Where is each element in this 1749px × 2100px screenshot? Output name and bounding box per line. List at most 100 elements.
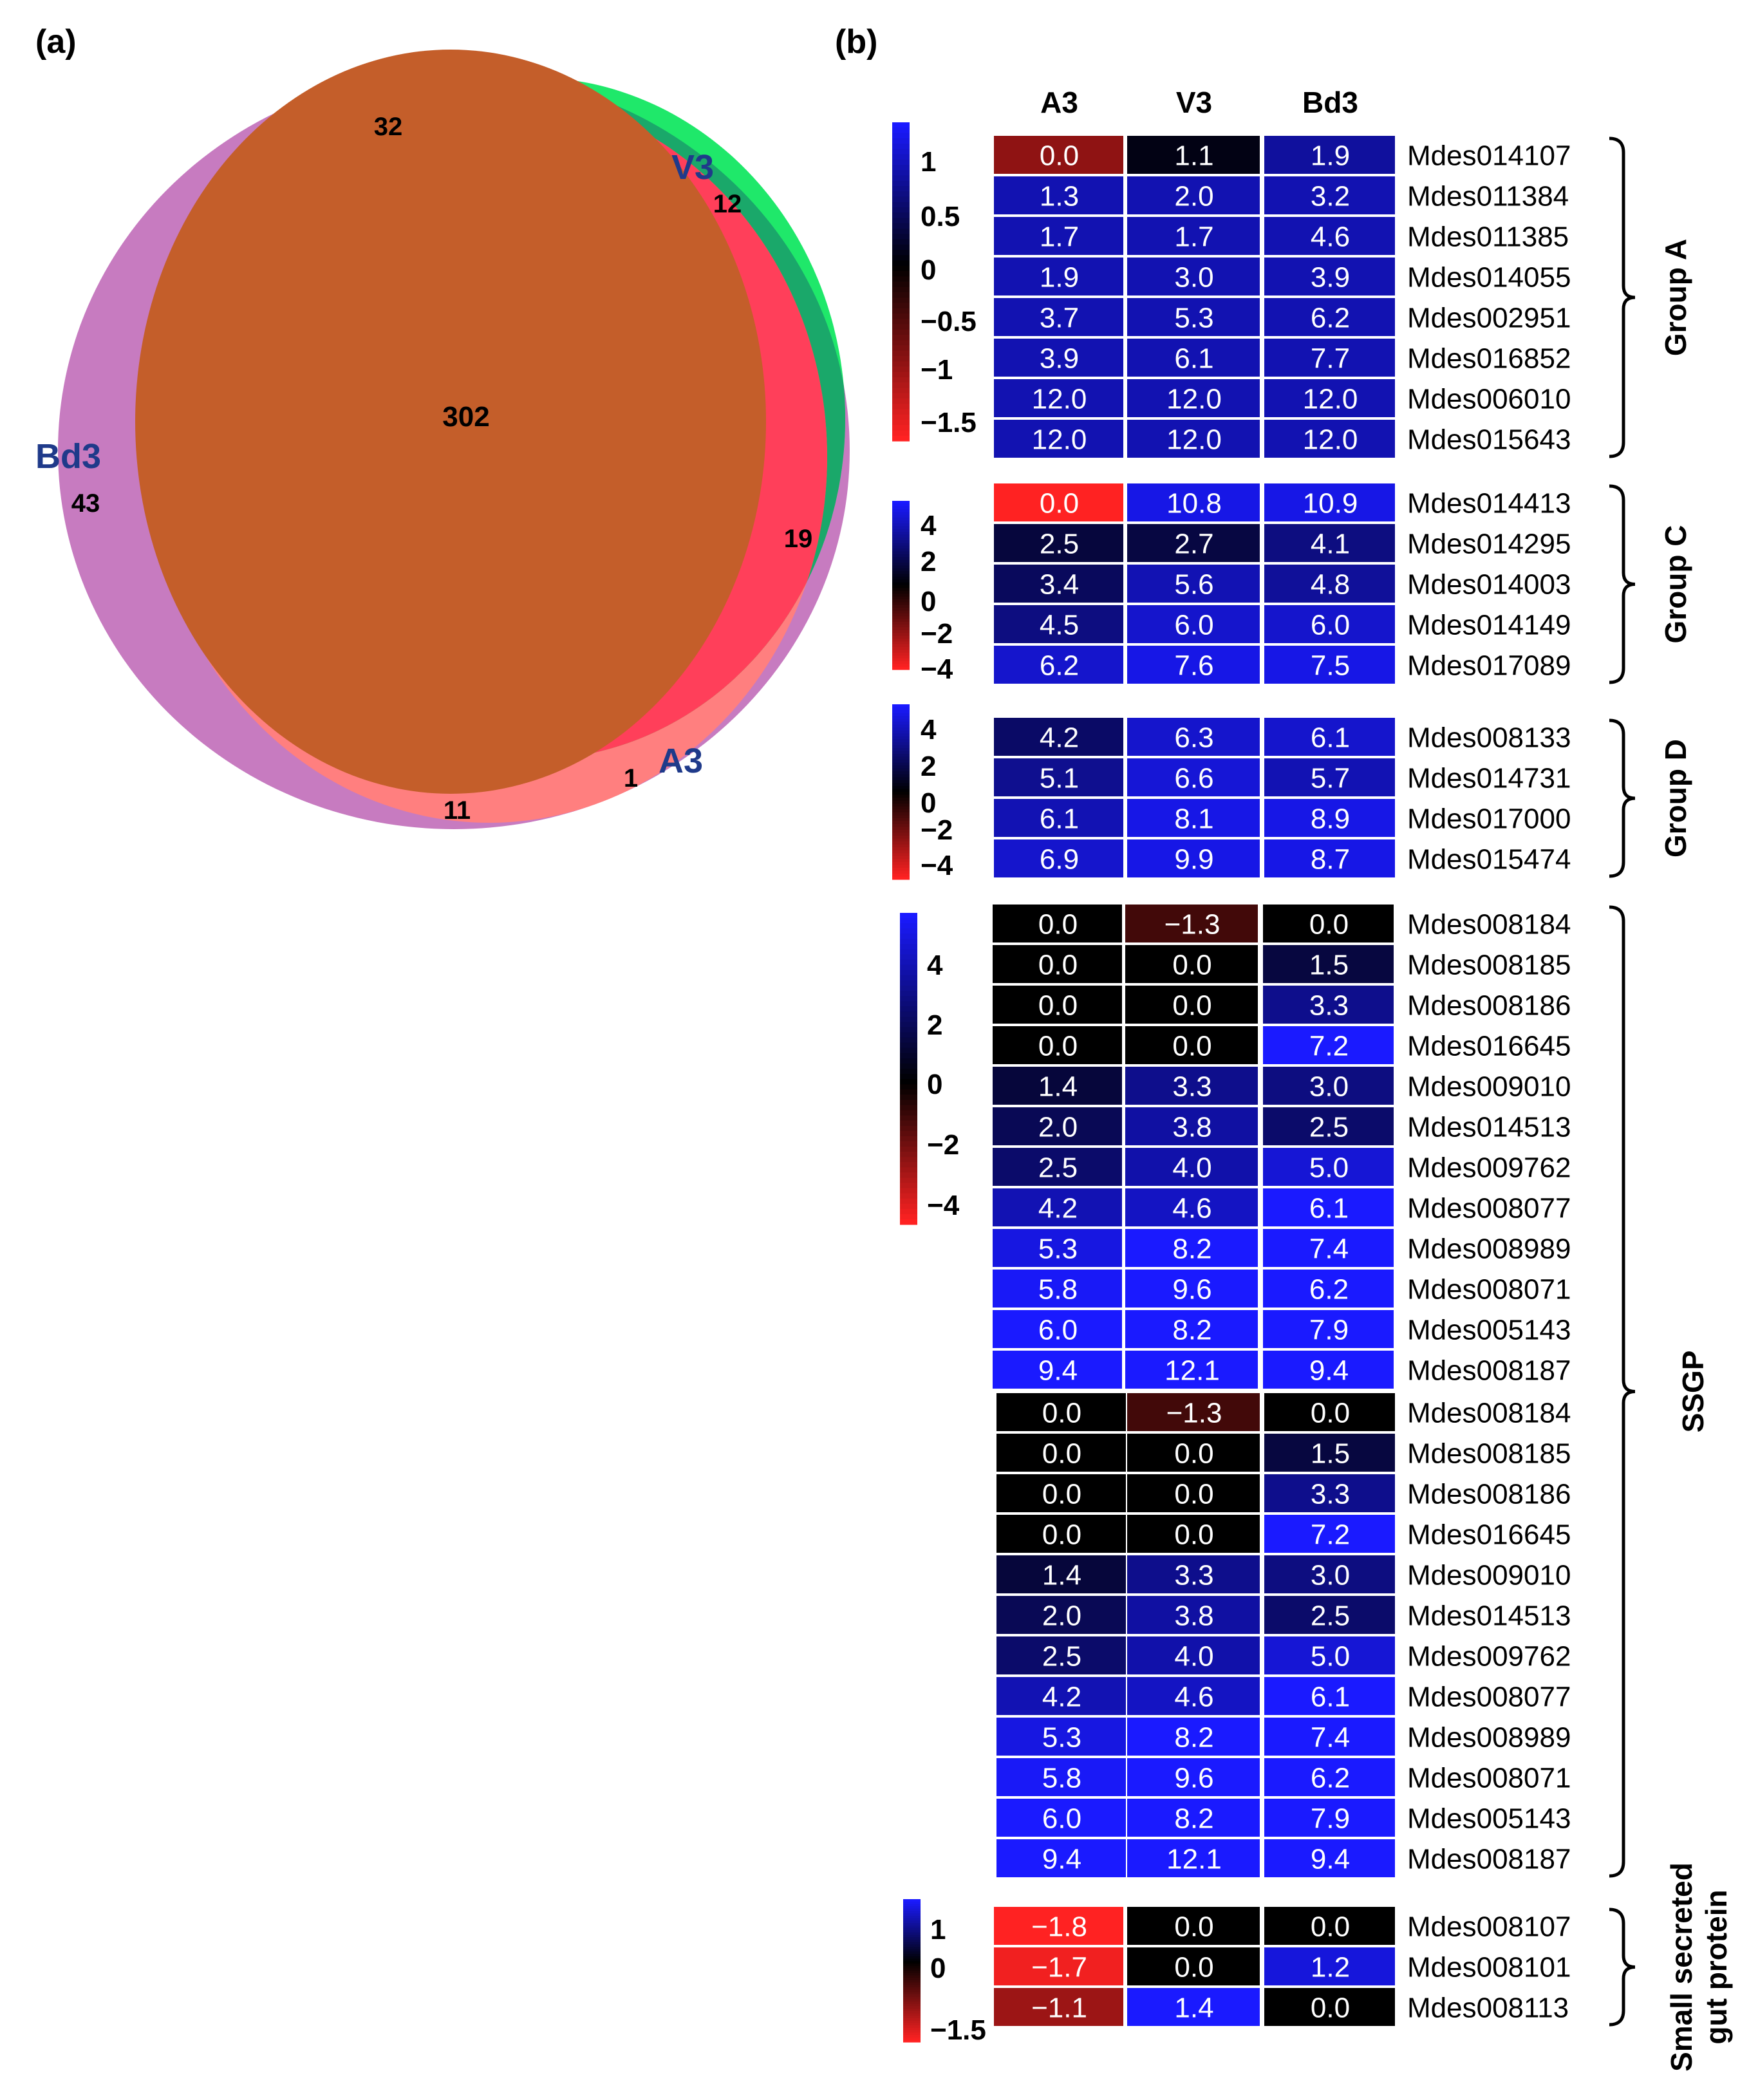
heatmap-cell	[1126, 838, 1261, 879]
heatmap-cell	[1263, 717, 1396, 757]
heatmap-row-label: Mdes017000	[1407, 803, 1571, 835]
heatmap-column-header: Bd3	[1302, 86, 1358, 119]
heatmap-cell-value: 10.9	[1303, 488, 1358, 520]
color-scale-stripe	[903, 1963, 921, 1967]
color-scale-stripe	[892, 853, 910, 857]
color-scale-stripe	[892, 122, 910, 128]
color-scale-stripe	[903, 1935, 921, 1938]
heatmap-cell-value: 6.9	[1040, 844, 1079, 876]
heatmap-cell	[1126, 1514, 1261, 1554]
heatmap-cell	[991, 1228, 1123, 1268]
heatmap-cell-value: −1.7	[1031, 1952, 1087, 1983]
color-scale-stripe	[892, 800, 910, 804]
heatmap-cell-value: 0.0	[1174, 1519, 1213, 1551]
heatmap-group-label-line: Group A	[1659, 239, 1692, 356]
heatmap-cell-value: 6.0	[1311, 610, 1350, 641]
color-scale-stripe	[900, 1125, 917, 1132]
heatmap-cell-value: 6.2	[1040, 650, 1079, 682]
heatmap-cell	[1263, 838, 1396, 879]
color-scale-stripe	[903, 1947, 921, 1950]
color-scale-stripe	[892, 170, 910, 176]
color-scale-stripe	[892, 571, 910, 575]
color-scale-stripe	[892, 616, 910, 619]
color-scale-tick-label: −2	[921, 618, 953, 650]
color-scale-stripe	[892, 314, 910, 319]
color-scale-stripe	[892, 329, 910, 335]
color-scale-stripe	[892, 393, 910, 399]
heatmap-group-label-line: Group C	[1659, 525, 1692, 644]
heatmap-cell-value: 0.0	[1042, 1438, 1081, 1470]
heatmap-row-label: Mdes014149	[1407, 610, 1571, 641]
heatmap-row-label: Mdes009010	[1407, 1071, 1571, 1103]
color-scale-stripe	[892, 265, 910, 272]
color-scale-stripe	[900, 1042, 917, 1049]
color-scale-stripe	[892, 876, 910, 880]
color-scale-stripe	[892, 594, 910, 597]
color-scale-stripe	[892, 619, 910, 623]
heatmap-cell	[1124, 1187, 1259, 1228]
group-bracket	[1609, 1908, 1636, 2027]
color-scale-stripe	[903, 2003, 921, 2007]
heatmap-cell-value: 12.1	[1166, 1844, 1222, 1875]
heatmap-group-label-line: SSGP	[1676, 1351, 1710, 1433]
heatmap-cell-value: 1.2	[1311, 1952, 1350, 1983]
color-scale-stripe	[903, 1994, 921, 1998]
heatmap-cell-value: 0.0	[1042, 1398, 1081, 1429]
color-scale-stripe	[892, 821, 910, 825]
color-scale-stripe	[903, 1901, 921, 1904]
color-scale-stripe	[900, 1027, 917, 1033]
color-scale-stripe	[892, 760, 910, 764]
heatmap-cell-value: 3.0	[1311, 1560, 1350, 1591]
color-scale-stripe	[892, 605, 910, 608]
heatmap-cell-value: 7.6	[1174, 650, 1213, 682]
heatmap-row-label: Mdes014003	[1407, 569, 1571, 601]
color-scale-stripe	[892, 512, 910, 516]
color-scale-tick-label: 4	[921, 510, 937, 541]
heatmap-cell-value: 1.7	[1174, 221, 1213, 253]
color-scale-stripe	[892, 633, 910, 637]
venn-count-v3-a3: 19	[784, 525, 813, 553]
color-scale-stripe	[892, 602, 910, 606]
heatmap-cell-value: 12.0	[1032, 424, 1087, 456]
heatmap-cell-value: 12.0	[1032, 384, 1087, 415]
color-scale-stripe	[900, 1017, 917, 1022]
color-scale-stripe	[900, 939, 917, 944]
color-scale-tick-label: −4	[927, 1190, 960, 1221]
color-scale-stripe	[903, 1971, 921, 1974]
heatmap-cell	[1263, 1987, 1396, 2027]
heatmap-cell	[1126, 1716, 1261, 1757]
heatmap-cell-value: 7.9	[1309, 1315, 1349, 1346]
color-scale-stripe	[903, 1951, 921, 1955]
heatmap-cell-value: 3.8	[1172, 1112, 1211, 1143]
heatmap-cell	[1124, 1025, 1259, 1065]
heatmap-cell-value: 0.0	[1174, 1911, 1213, 1943]
heatmap-cell-value: 3.0	[1174, 262, 1213, 294]
heatmap-row-label: Mdes014731	[1407, 763, 1571, 794]
heatmap-cell	[1124, 903, 1259, 944]
color-scale-stripe	[892, 361, 910, 368]
heatmap-row-label: Mdes014295	[1407, 529, 1571, 560]
heatmap-cell	[1263, 216, 1396, 256]
heatmap-cell-value: 0.0	[1038, 990, 1078, 1022]
color-scale-stripe	[892, 509, 910, 513]
heatmap-cell	[995, 1595, 1127, 1635]
color-scale-stripe	[892, 704, 910, 708]
color-scale-tick-label: 4	[921, 714, 937, 745]
heatmap-cell	[1262, 1065, 1395, 1106]
color-scale-stripe	[892, 736, 910, 740]
color-scale-stripe	[903, 2009, 921, 2012]
heatmap-cell	[993, 175, 1125, 216]
heatmap-cell	[993, 418, 1125, 459]
heatmap-cell-value: 6.6	[1174, 763, 1213, 794]
heatmap-cell-value: 4.6	[1172, 1193, 1211, 1224]
heatmap-cell-value: 9.9	[1174, 844, 1213, 876]
color-scale-stripe	[892, 559, 910, 563]
color-scale-stripe	[892, 409, 910, 415]
heatmap-group: 4 2 0−2 −4 4.2 6.3 6.1 Mdes008133 5.1 6.6 5.7 Mdes0…	[892, 704, 1692, 881]
color-scale-tick-label: 2	[921, 751, 936, 782]
color-scale-stripe	[892, 588, 910, 592]
color-scale-stripe	[892, 350, 910, 357]
color-scale-stripe	[892, 540, 910, 544]
heatmap-cell	[1124, 944, 1259, 984]
heatmap-cell-value: 6.2	[1309, 1274, 1349, 1306]
